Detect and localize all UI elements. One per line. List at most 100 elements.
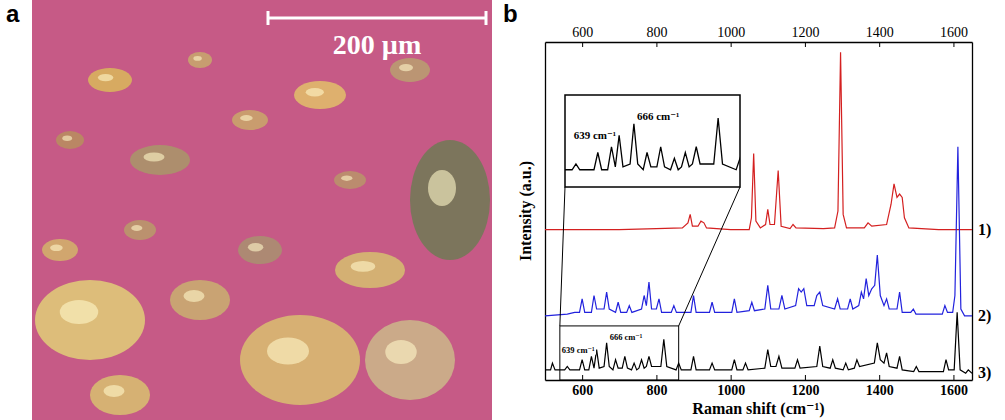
particle-highlight — [184, 290, 205, 302]
particle — [90, 375, 150, 415]
scale-bar-end — [267, 11, 270, 25]
particle-highlight — [62, 136, 72, 141]
particle — [42, 239, 78, 261]
tick-mark — [656, 375, 657, 380]
annotation-background — [573, 129, 617, 141]
spectrum-line — [545, 312, 972, 373]
particle — [365, 320, 455, 400]
tick: 1400 — [866, 375, 894, 398]
tick-mark — [656, 42, 657, 47]
annotation-background — [609, 332, 644, 342]
tick-mark — [731, 375, 732, 380]
zoom-connector — [679, 187, 740, 326]
series-label: 1) — [978, 221, 991, 239]
particle — [232, 110, 268, 130]
particle — [124, 220, 156, 240]
tick-label: 1400 — [866, 25, 894, 40]
scale-bar-end — [485, 11, 488, 25]
tick-label: 1000 — [717, 383, 745, 398]
tick: 1600 — [940, 375, 968, 398]
tick-label: 1200 — [791, 383, 819, 398]
axis: 600 800 1000 1200 1400 1600 — [546, 25, 973, 47]
figure: 200 µmab60080010001200140016006008001000… — [0, 0, 1005, 420]
annotation-label: 639 cm⁻¹ — [574, 129, 616, 141]
tick: 600 — [572, 375, 593, 398]
annotation-background — [561, 345, 596, 355]
particle-highlight — [98, 74, 113, 81]
particle-highlight — [193, 56, 201, 61]
axis: 600 800 1000 1200 1400 1600 — [546, 375, 973, 398]
particle-highlight — [385, 340, 417, 364]
tick-label: 800 — [646, 25, 667, 40]
figure-svg: 200 µmab60080010001200140016006008001000… — [0, 0, 1005, 420]
tick-mark — [805, 375, 806, 380]
zoom-connector — [560, 187, 565, 326]
tick-mark — [879, 42, 880, 47]
tick-mark — [805, 42, 806, 47]
particle — [410, 140, 490, 260]
particle-highlight — [306, 88, 324, 96]
inset-plot-area — [565, 95, 740, 176]
inset-frame — [565, 95, 740, 187]
tick-mark — [582, 42, 583, 47]
axis — [972, 43, 973, 381]
particle-highlight — [351, 261, 376, 272]
particle — [390, 58, 430, 82]
spectrum-line — [545, 52, 972, 229]
annotation-label: 666 cm⁻¹ — [637, 110, 679, 122]
series-label: 2) — [978, 307, 991, 325]
zoom-box — [560, 326, 679, 380]
tick-mark — [953, 42, 954, 47]
annotation-label: 639 cm⁻¹ — [562, 345, 595, 355]
axis-line — [545, 43, 546, 381]
annotation: 666 cm⁻¹ — [609, 332, 644, 342]
tick: 1200 — [791, 25, 819, 47]
tick-mark — [879, 375, 880, 380]
particle — [334, 171, 366, 189]
micrograph-background — [32, 0, 492, 420]
particle — [240, 315, 360, 405]
panel-label: b — [503, 0, 518, 27]
tick-label: 1600 — [940, 383, 968, 398]
tick: 1000 — [717, 25, 745, 47]
inset-spectrum-line — [565, 95, 740, 176]
tick-label: 800 — [646, 383, 667, 398]
particle — [130, 145, 190, 175]
particle-highlight — [144, 153, 165, 162]
inset-background — [565, 95, 740, 187]
particle-highlight — [50, 245, 63, 252]
particle — [188, 52, 212, 68]
particle — [294, 81, 346, 109]
tick: 800 — [646, 25, 667, 47]
tick-label: 1400 — [866, 383, 894, 398]
particle-highlight — [60, 300, 99, 324]
tick: 1400 — [866, 25, 894, 47]
tick-label: 600 — [572, 25, 593, 40]
axis — [545, 43, 546, 381]
plot-area — [545, 52, 972, 373]
particle-highlight — [104, 385, 125, 397]
tick: 1600 — [940, 25, 968, 47]
particle-highlight — [248, 243, 263, 251]
tick-mark — [731, 42, 732, 47]
annotation-label: 666 cm⁻¹ — [610, 332, 643, 342]
particle-highlight — [240, 115, 253, 121]
tick: 1200 — [791, 375, 819, 398]
axis-line — [546, 42, 973, 43]
particle — [170, 280, 230, 320]
particle-highlight — [267, 338, 309, 365]
axis-line — [972, 43, 973, 381]
particle — [88, 68, 132, 92]
annotation: 639 cm⁻¹ — [561, 345, 596, 355]
tick: 800 — [646, 375, 667, 398]
tick-label: 1000 — [717, 25, 745, 40]
annotation: 666 cm⁻¹ — [636, 110, 680, 122]
annotation-background — [636, 110, 680, 122]
tick-label: 600 — [572, 383, 593, 398]
particle — [238, 236, 282, 264]
tick-mark — [582, 375, 583, 380]
particle — [56, 131, 84, 149]
particle-highlight — [131, 225, 142, 231]
scale-bar — [268, 17, 486, 20]
particle-highlight — [341, 176, 352, 181]
